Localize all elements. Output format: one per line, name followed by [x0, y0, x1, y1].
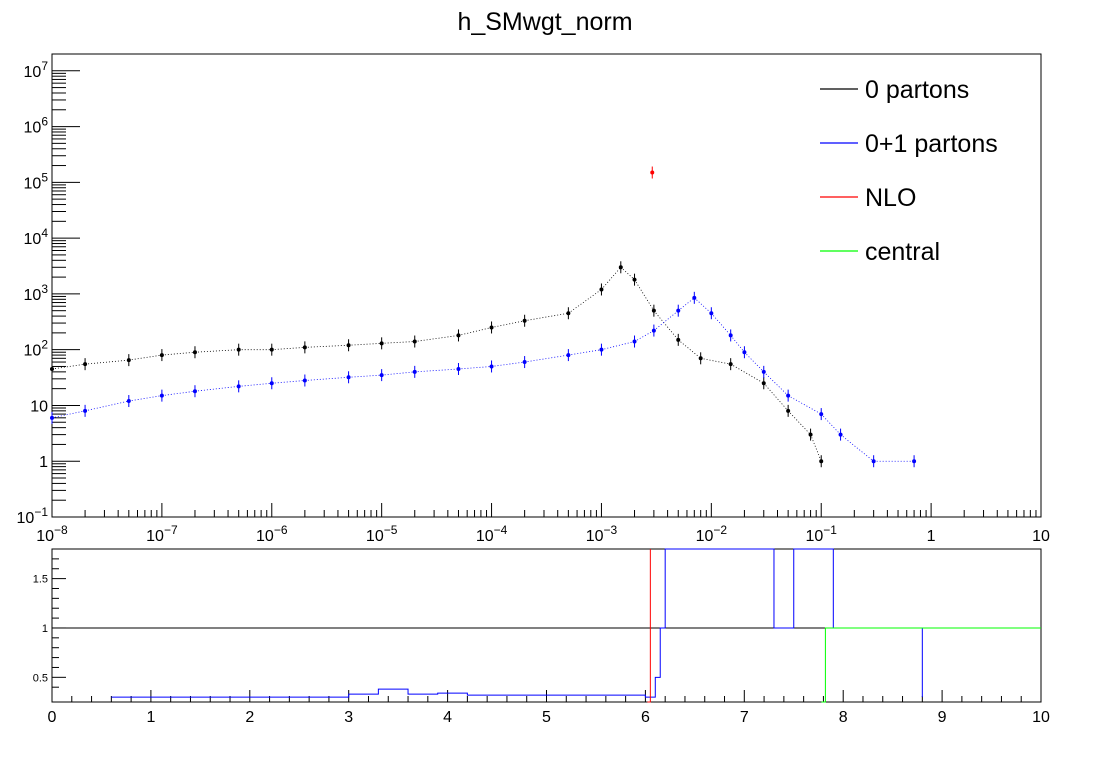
y-tick-label: 106	[24, 115, 49, 137]
series-trace	[524, 354, 569, 363]
bottom-plot-border	[51, 548, 1042, 703]
series-trace	[161, 351, 196, 356]
series-trace	[763, 371, 789, 396]
series-trace	[491, 361, 525, 367]
series-trace	[700, 357, 731, 365]
series-trace	[711, 312, 731, 336]
legend-label: central	[865, 238, 940, 266]
x-tick-label: 10	[1032, 709, 1050, 726]
series-trace	[381, 371, 415, 376]
data-point	[912, 459, 917, 464]
series-trace	[458, 327, 492, 336]
x-tick-label: 10	[1032, 528, 1050, 545]
x-tick-label: 1	[927, 528, 936, 545]
series-trace	[238, 382, 272, 387]
x-tick-label: 2	[245, 709, 254, 726]
series-trace	[271, 380, 305, 384]
series-trace	[634, 330, 655, 342]
series-trace	[381, 341, 415, 344]
x-tick-label: 10−4	[476, 523, 508, 545]
legend-label: 0 partons	[865, 76, 969, 104]
series-trace	[601, 267, 622, 290]
y-tick-label: 1	[39, 454, 48, 471]
ratio-histogram	[821, 627, 1041, 703]
x-tick-label: 6	[641, 709, 650, 726]
series-trace	[271, 346, 305, 351]
data-point	[819, 459, 824, 464]
x-tick-label: 8	[839, 709, 848, 726]
series-trace	[194, 385, 239, 392]
y-tick-label: 107	[24, 59, 49, 81]
x-tick-label: 1	[146, 709, 155, 726]
x-tick-label: 0	[48, 709, 57, 726]
x-tick-label: 10−3	[586, 523, 618, 545]
series-trace	[840, 434, 874, 462]
x-tick-label: 10−7	[146, 523, 178, 545]
series-trace	[348, 374, 382, 378]
data-point	[650, 170, 655, 175]
series-trace	[84, 400, 129, 412]
series-trace	[653, 310, 679, 331]
y-tick-label: 104	[24, 226, 49, 248]
x-tick-label: 3	[344, 709, 353, 726]
x-tick-label: 4	[443, 709, 452, 726]
series-trace	[414, 335, 459, 342]
series-trace	[677, 339, 701, 359]
series-trace	[194, 349, 239, 353]
series-trace	[730, 335, 745, 353]
y-tick-label: 1	[42, 623, 48, 635]
series-trace	[51, 363, 86, 370]
series-trace	[304, 344, 349, 348]
series-trace	[128, 354, 162, 361]
x-tick-label: 9	[938, 709, 947, 726]
series-trace	[810, 434, 822, 462]
x-tick-label: 5	[542, 709, 551, 726]
ratio-histogram	[647, 549, 651, 703]
series-trace	[491, 320, 525, 328]
x-tick-label: 10−6	[256, 523, 288, 545]
series-trace	[161, 390, 196, 397]
y-tick-label: 103	[24, 282, 49, 304]
series-trace	[304, 376, 349, 381]
series-trace	[634, 279, 655, 311]
y-tick-label: 0.5	[33, 672, 48, 684]
series-trace	[568, 349, 602, 356]
series-trace	[414, 368, 459, 373]
series-trace	[85, 359, 129, 365]
y-tick-label: 10	[30, 398, 48, 415]
series-trace	[787, 410, 811, 435]
series-trace	[620, 266, 635, 280]
series-trace	[763, 382, 789, 412]
x-tick-label: 7	[740, 709, 749, 726]
x-tick-label: 10−2	[696, 523, 728, 545]
series-trace	[524, 312, 569, 322]
y-tick-label: 1.5	[33, 574, 48, 586]
y-tick-label: 102	[24, 338, 49, 360]
series-trace	[730, 363, 764, 384]
ratio-histogram	[111, 548, 923, 698]
top-plot-border	[51, 53, 1042, 518]
series-trace	[601, 341, 635, 351]
series-trace	[820, 413, 841, 435]
series-trace	[568, 289, 602, 314]
chart-title: h_SMwgt_norm	[457, 8, 632, 36]
x-tick-label: 10−8	[36, 523, 68, 545]
x-tick-label: 10−5	[366, 523, 398, 545]
series-trace	[694, 297, 712, 314]
series-trace	[458, 366, 492, 370]
series-trace	[348, 342, 382, 346]
series-trace	[678, 297, 695, 311]
legend-label: 0+1 partons	[865, 130, 998, 158]
series-trace	[128, 395, 162, 402]
series-trace	[653, 310, 679, 341]
y-tick-label: 10−1	[17, 505, 49, 527]
series-trace	[744, 351, 765, 373]
x-tick-label: 10−1	[805, 523, 837, 545]
legend-label: NLO	[865, 184, 916, 212]
series-trace	[787, 395, 822, 415]
y-tick-label: 105	[24, 170, 49, 192]
